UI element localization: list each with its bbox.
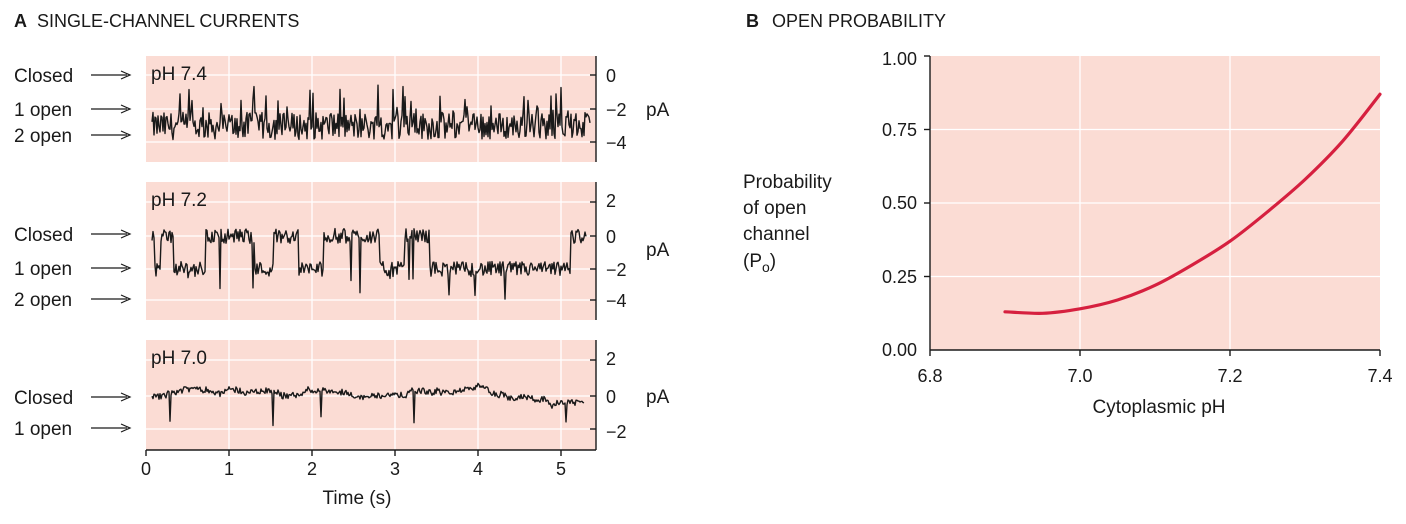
trace-ph70-arrow-closed — [91, 392, 132, 402]
trace-ph72-arrow-1-open — [91, 263, 132, 273]
time-axis-tick-label-4: 4 — [473, 459, 483, 479]
time-axis: 0 1 2 3 4 5 Time (s) — [141, 449, 596, 509]
po-x-axis: 6.8 7.0 7.2 7.4 Cytoplasmic pH — [917, 349, 1393, 418]
trace-ph72-unit: pA — [646, 240, 670, 261]
po-y-tick-label-3: 0.75 — [882, 120, 917, 140]
trace-ph70-state-1-open: 1 open — [14, 419, 72, 440]
po-y-tick-label-1: 0.25 — [882, 267, 917, 287]
trace-ph72-state-2-open: 2 open — [14, 290, 72, 311]
po-y-label-line-4: (Po) — [743, 251, 776, 275]
trace-ph70-line — [151, 382, 585, 427]
panel-a-title: SINGLE-CHANNEL CURRENTS — [37, 11, 299, 31]
trace-ph72-background — [146, 182, 596, 320]
trace-ph72-state-arrows — [91, 229, 132, 304]
time-axis-tick-label-5: 5 — [556, 459, 566, 479]
po-x-tick-label-2: 7.2 — [1217, 366, 1242, 386]
po-x-tick-label-0: 6.8 — [917, 366, 942, 386]
trace-ph74-line — [151, 84, 591, 141]
trace-panel-ph70: pH 7.0 2 0 −2 pA Closed 1 open — [14, 340, 670, 450]
po-y-axis-label: Probability of open channel (Po) — [743, 172, 832, 275]
po-y-label-line-2: of open — [743, 198, 806, 219]
time-axis-label: Time (s) — [323, 488, 392, 509]
trace-ph74-unit: pA — [646, 100, 670, 121]
po-y-label-symbol: (P — [743, 251, 762, 272]
trace-ph72-line — [151, 227, 587, 300]
trace-ph74-arrow-2-open — [91, 130, 132, 140]
trace-ph72-y-tick-label-1: 0 — [606, 227, 616, 247]
panel-b: B OPEN PROBABILITY 0.00 0.25 0.50 0.75 1… — [743, 11, 1393, 418]
trace-ph74-state-1-open: 1 open — [14, 100, 72, 121]
trace-ph74-y-tick-label-0: 0 — [606, 66, 616, 86]
trace-ph72-y-tick-label-0: 2 — [606, 191, 616, 211]
trace-ph74-arrow-1-open — [91, 104, 132, 114]
trace-ph70-y-tick-label-2: −2 — [606, 422, 627, 442]
panel-a-letter: A — [14, 11, 27, 31]
trace-panel-ph74: pH 7.4 0 −2 −4 pA Closed 1 open 2 open — [14, 56, 670, 162]
po-y-tick-label-4: 1.00 — [882, 49, 917, 69]
po-y-label-subscript: o — [762, 259, 770, 275]
panel-b-title: OPEN PROBABILITY — [772, 11, 946, 31]
trace-ph70-y-tick-label-1: 0 — [606, 387, 616, 407]
po-y-label-line-3: channel — [743, 224, 810, 245]
trace-ph70-arrow-1-open — [91, 423, 132, 433]
trace-panel-ph72: pH 7.2 2 0 −2 −4 pA Closed 1 open 2 open — [14, 182, 670, 320]
time-axis-tick-label-0: 0 — [141, 459, 151, 479]
po-x-tick-label-3: 7.4 — [1367, 366, 1392, 386]
trace-ph74-state-closed: Closed — [14, 66, 73, 87]
panel-a: A SINGLE-CHANNEL CURRENTS pH 7.4 0 −2 — [14, 11, 670, 509]
time-axis-tick-label-1: 1 — [224, 459, 234, 479]
po-y-tick-label-2: 0.50 — [882, 193, 917, 213]
trace-ph74-arrow-closed — [91, 70, 132, 80]
time-axis-tick-label-3: 3 — [390, 459, 400, 479]
po-y-label-line-1: Probability — [743, 172, 832, 193]
trace-ph70-unit: pA — [646, 387, 670, 408]
trace-ph74-y-tick-label-1: −2 — [606, 100, 627, 120]
trace-ph74-y-tick-label-2: −4 — [606, 133, 627, 153]
trace-ph70-state-closed: Closed — [14, 388, 73, 409]
trace-ph70-y-tick-label-0: 2 — [606, 349, 616, 369]
trace-ph72-y-tick-label-2: −2 — [606, 260, 627, 280]
trace-ph74-state-2-open: 2 open — [14, 126, 72, 147]
trace-ph70-state-arrows — [91, 392, 132, 433]
po-curve — [1003, 92, 1382, 315]
trace-ph72-state-1-open: 1 open — [14, 259, 72, 280]
po-y-axis: 0.00 0.25 0.50 0.75 1.00 Probability of … — [743, 49, 931, 360]
time-axis-tick-label-2: 2 — [307, 459, 317, 479]
trace-ph72-arrow-2-open — [91, 294, 132, 304]
trace-ph72-state-closed: Closed — [14, 225, 73, 246]
trace-ph74-name: pH 7.4 — [151, 64, 207, 85]
po-y-label-close: ) — [770, 251, 776, 272]
trace-ph72-arrow-closed — [91, 229, 132, 239]
po-x-tick-label-1: 7.0 — [1067, 366, 1092, 386]
trace-ph72-y-tick-label-3: −4 — [606, 291, 627, 311]
panel-b-letter: B — [746, 11, 759, 31]
trace-ph72-name: pH 7.2 — [151, 190, 207, 211]
trace-ph70-name: pH 7.0 — [151, 348, 207, 369]
po-y-tick-label-0: 0.00 — [882, 340, 917, 360]
po-x-axis-label: Cytoplasmic pH — [1092, 397, 1225, 418]
po-plot-grid — [930, 56, 1380, 350]
trace-ph74-state-arrows — [91, 70, 132, 140]
